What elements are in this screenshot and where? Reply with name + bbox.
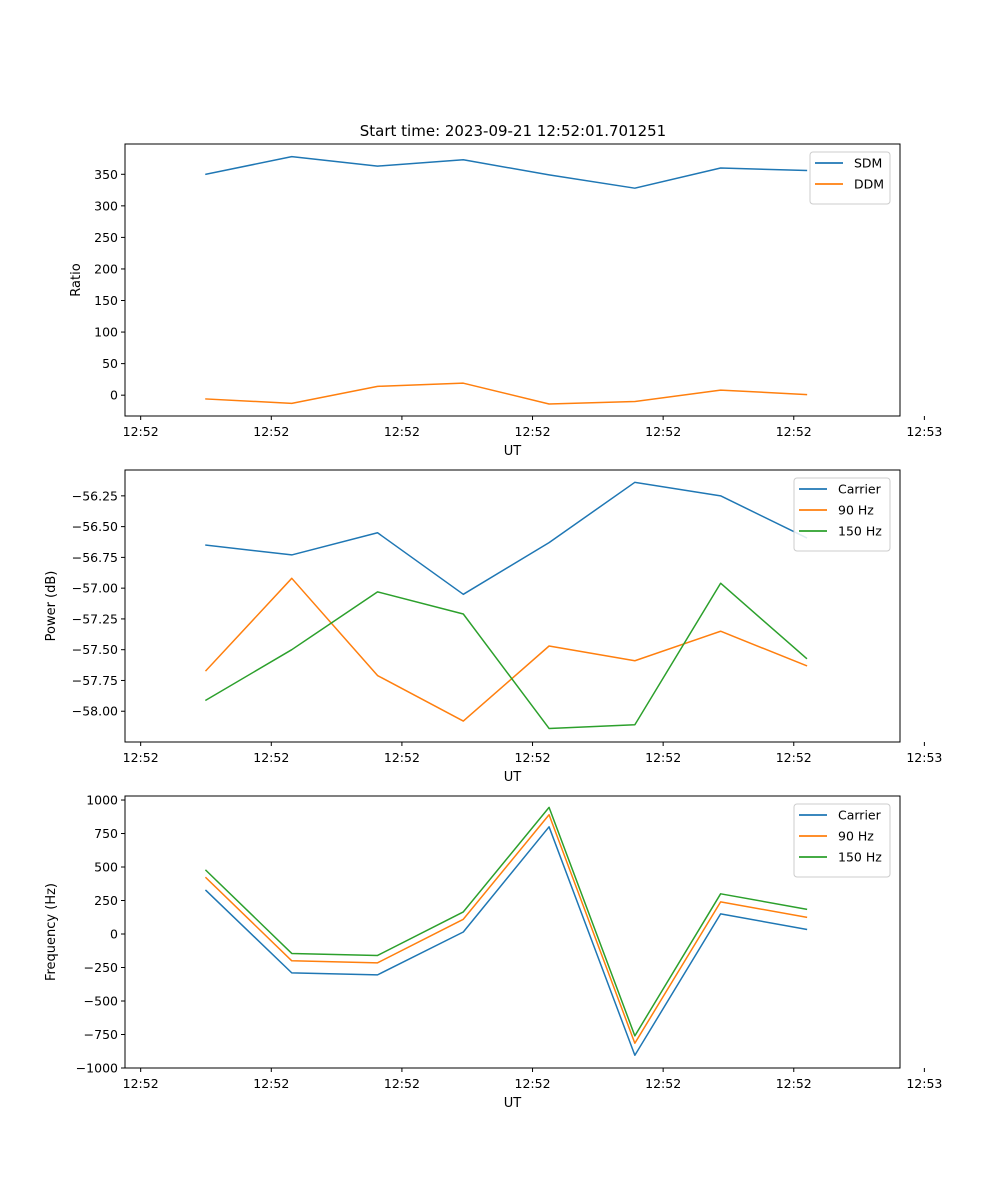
- y-tick-label: −1000: [76, 1061, 118, 1076]
- series-line-ddm: [205, 382, 808, 405]
- y-axis-label: Frequency (Hz): [44, 883, 59, 981]
- y-tick-label: 150: [94, 293, 118, 308]
- y-tick-label: −58.00: [72, 704, 118, 719]
- x-tick-label: 12:52: [776, 1076, 812, 1091]
- y-tick-label: 750: [94, 826, 118, 841]
- legend-label-150-hz: 150 Hz: [838, 850, 882, 865]
- legend-label-ddm: DDM: [854, 177, 884, 192]
- y-tick-label: 0: [110, 927, 118, 942]
- y-tick-label: −57.25: [72, 611, 118, 626]
- x-axis-label: UT: [504, 1096, 522, 1111]
- x-tick-label: 12:52: [123, 750, 159, 765]
- x-tick-label: 12:52: [645, 1076, 681, 1091]
- x-tick-label: 12:52: [384, 750, 420, 765]
- x-tick-label: 12:52: [123, 1076, 159, 1091]
- y-tick-label: 500: [94, 860, 118, 875]
- legend-label-150-hz: 150 Hz: [838, 524, 882, 539]
- legend-label-carrier: Carrier: [838, 808, 882, 823]
- y-tick-label: −57.50: [72, 642, 118, 657]
- y-tick-label: −750: [84, 1027, 118, 1042]
- subplot-ratio: 0 50 100 150 200 250 300 350 12:52 12:52 12:52 12:5…: [69, 143, 942, 459]
- y-tick-label: 50: [102, 356, 118, 371]
- figure-title: Start time: 2023-09-21 12:52:01.701251: [360, 122, 666, 140]
- x-tick-label: 12:52: [515, 1076, 551, 1091]
- x-tick-label: 12:52: [253, 750, 289, 765]
- series-line-150-hz: [204, 806, 808, 1037]
- y-tick-label: 1000: [86, 793, 118, 808]
- legend: Carrier 90 Hz 150 Hz: [793, 803, 891, 878]
- y-tick-label: −56.50: [72, 519, 118, 534]
- y-tick-label: 200: [94, 261, 118, 276]
- series-line-carrier: [205, 481, 808, 596]
- x-tick-label: 12:52: [515, 424, 551, 439]
- y-tick-label: 350: [94, 167, 118, 182]
- x-tick-label: 12:52: [776, 424, 812, 439]
- x-axis-label: UT: [504, 770, 522, 785]
- legend-box: [793, 803, 891, 878]
- legend-label-sdm: SDM: [854, 156, 882, 171]
- x-tick-label: 12:52: [253, 1076, 289, 1091]
- axes-frame: [124, 469, 901, 743]
- y-tick-label: 250: [94, 230, 118, 245]
- y-tick-label: −57.00: [72, 581, 118, 596]
- y-tick-label: −56.25: [72, 488, 118, 503]
- x-tick-label: 12:52: [253, 424, 289, 439]
- series-line-carrier: [204, 826, 808, 1057]
- x-tick-label: 12:52: [384, 1076, 420, 1091]
- legend-label-carrier: Carrier: [838, 482, 882, 497]
- y-tick-label: −250: [84, 960, 118, 975]
- y-axis-label: Ratio: [69, 263, 84, 296]
- axes-frame: [124, 143, 901, 417]
- y-tick-label: −56.75: [72, 550, 118, 565]
- subplot-panels: 0 50 100 150 200 250 300 350 12:52 12:52 12:52 12:5…: [44, 143, 942, 1111]
- legend-box: [809, 151, 891, 205]
- legend: SDM DDM: [809, 151, 891, 205]
- x-tick-label: 12:52: [123, 424, 159, 439]
- legend-box: [793, 477, 891, 552]
- y-tick-label: 0: [110, 388, 118, 403]
- x-tick-label: 12:52: [384, 424, 420, 439]
- x-tick-label: 12:53: [906, 1076, 942, 1091]
- series-line-90-hz: [204, 814, 808, 1044]
- y-tick-label: −500: [84, 994, 118, 1009]
- x-tick-label: 12:52: [645, 750, 681, 765]
- series-line-90-hz: [204, 577, 808, 722]
- series-line-150-hz: [204, 582, 808, 730]
- x-tick-label: 12:52: [776, 750, 812, 765]
- subplot-frequency: −1000 −750 −500 −250 0 250 500 750 1000 12:52 12:5…: [44, 793, 942, 1111]
- y-tick-label: 300: [94, 198, 118, 213]
- x-tick-label: 12:52: [515, 750, 551, 765]
- legend: Carrier 90 Hz 150 Hz: [793, 477, 891, 552]
- legend-label-90-hz: 90 Hz: [838, 829, 874, 844]
- y-tick-label: −57.75: [72, 673, 118, 688]
- x-tick-label: 12:53: [906, 750, 942, 765]
- x-axis-label: UT: [504, 444, 522, 459]
- y-tick-label: 100: [94, 325, 118, 340]
- series-line-sdm: [205, 155, 808, 189]
- y-tick-label: 250: [94, 893, 118, 908]
- axes-frame: [124, 795, 901, 1069]
- x-tick-label: 12:53: [906, 424, 942, 439]
- y-axis-label: Power (dB): [44, 571, 59, 642]
- legend-label-90-hz: 90 Hz: [838, 503, 874, 518]
- x-tick-label: 12:52: [645, 424, 681, 439]
- subplot-power: −58.00 −57.75 −57.50 −57.25 −57.00 −56.75 −56.…: [44, 469, 942, 785]
